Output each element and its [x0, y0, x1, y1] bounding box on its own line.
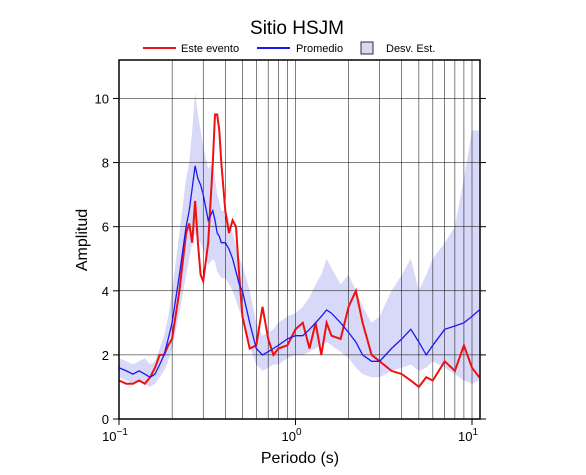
y-tick-label: 2	[102, 348, 109, 363]
y-tick-label: 6	[102, 220, 109, 235]
x-tick-exponent: −1	[117, 427, 129, 438]
x-tick-exponent: 1	[472, 427, 478, 438]
legend-label: Promedio	[296, 43, 343, 55]
x-tick-base: 10	[281, 429, 295, 444]
y-tick-label: 4	[102, 284, 109, 299]
x-tick-base: 10	[458, 429, 472, 444]
y-axis-label: Amplitud	[74, 209, 91, 271]
x-tick-base: 10	[102, 429, 116, 444]
x-axis-label: Periodo (s)	[261, 450, 339, 467]
plot-frame	[118, 59, 481, 420]
series-line	[118, 165, 480, 379]
x-tick-exponent: 0	[296, 427, 302, 438]
chart-title: Sitio HSJM	[250, 18, 344, 39]
legend-swatch	[360, 41, 374, 55]
x-tick-label: 10−1	[102, 427, 128, 444]
y-tick-label: 0	[102, 412, 109, 427]
legend-label: Desv. Est.	[386, 43, 435, 55]
x-tick-label: 101	[458, 427, 478, 444]
legend-label: Este evento	[181, 43, 239, 55]
series-line	[118, 113, 481, 389]
y-tick-label: 10	[95, 91, 109, 106]
x-tick-label: 100	[281, 427, 301, 444]
y-tick-label: 8	[102, 156, 109, 171]
plot-area	[118, 60, 481, 420]
std-band	[119, 92, 480, 387]
